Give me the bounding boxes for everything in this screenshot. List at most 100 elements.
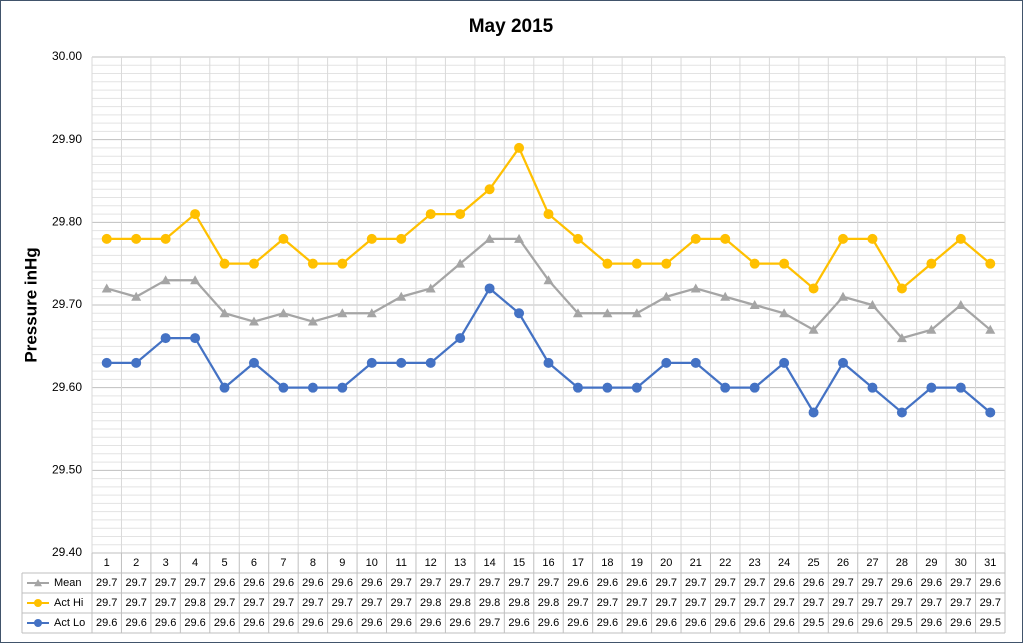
table-value: 29.7 bbox=[391, 577, 412, 589]
data-point bbox=[808, 407, 819, 418]
data-point bbox=[543, 275, 554, 285]
table-value: 29.6 bbox=[214, 617, 235, 629]
data-point bbox=[749, 258, 760, 269]
data-point bbox=[926, 324, 937, 334]
table-value: 29.7 bbox=[332, 597, 353, 609]
data-point bbox=[808, 283, 819, 294]
x-tick-label: 5 bbox=[221, 557, 227, 569]
data-point bbox=[779, 308, 790, 318]
data-point bbox=[631, 382, 642, 393]
data-point bbox=[543, 209, 554, 220]
table-value: 29.6 bbox=[214, 577, 235, 589]
table-value: 29.6 bbox=[567, 617, 588, 629]
table-value: 29.6 bbox=[184, 617, 205, 629]
table-value: 29.6 bbox=[773, 577, 794, 589]
legend-label: Act Lo bbox=[54, 617, 85, 629]
table-value: 29.7 bbox=[950, 577, 971, 589]
x-tick-label: 19 bbox=[631, 557, 643, 569]
table-value: 29.6 bbox=[685, 617, 706, 629]
table-value: 29.7 bbox=[597, 597, 618, 609]
data-point bbox=[720, 233, 731, 244]
table-value: 29.5 bbox=[803, 617, 824, 629]
table-value: 29.6 bbox=[832, 617, 853, 629]
data-point bbox=[307, 316, 318, 326]
table-value: 29.7 bbox=[685, 577, 706, 589]
data-point bbox=[955, 233, 966, 244]
data-point bbox=[720, 291, 731, 301]
table-value: 29.7 bbox=[125, 597, 146, 609]
data-point bbox=[896, 333, 907, 343]
legend-marker bbox=[34, 619, 42, 627]
data-point bbox=[602, 308, 613, 318]
y-tick-label: 29.80 bbox=[52, 215, 82, 229]
data-point bbox=[985, 324, 996, 334]
table-value: 29.7 bbox=[420, 577, 441, 589]
data-point bbox=[366, 233, 377, 244]
data-point bbox=[867, 233, 878, 244]
data-point bbox=[131, 357, 142, 368]
table-value: 29.7 bbox=[567, 597, 588, 609]
data-point bbox=[896, 407, 907, 418]
x-tick-label: 30 bbox=[955, 557, 967, 569]
data-point bbox=[160, 275, 171, 285]
table-value: 29.7 bbox=[302, 597, 323, 609]
y-tick-label: 29.70 bbox=[52, 297, 82, 311]
table-value: 29.7 bbox=[184, 577, 205, 589]
x-tick-label: 13 bbox=[454, 557, 466, 569]
legend-marker bbox=[34, 599, 42, 607]
table-value: 29.8 bbox=[420, 597, 441, 609]
table-value: 29.6 bbox=[420, 617, 441, 629]
table-value: 29.6 bbox=[243, 577, 264, 589]
data-point bbox=[572, 308, 583, 318]
table-value: 29.7 bbox=[361, 597, 382, 609]
table-value: 29.6 bbox=[449, 617, 470, 629]
x-tick-label: 7 bbox=[280, 557, 286, 569]
x-tick-label: 25 bbox=[807, 557, 819, 569]
table-value: 29.7 bbox=[744, 597, 765, 609]
data-point bbox=[543, 357, 554, 368]
table-value: 29.6 bbox=[567, 577, 588, 589]
data-point bbox=[720, 382, 731, 393]
data-point bbox=[455, 333, 466, 344]
data-point bbox=[337, 308, 348, 318]
table-value: 29.6 bbox=[950, 617, 971, 629]
table-value: 29.5 bbox=[891, 617, 912, 629]
data-point bbox=[219, 382, 230, 393]
table-value: 29.6 bbox=[921, 577, 942, 589]
table-value: 29.7 bbox=[921, 597, 942, 609]
data-point bbox=[131, 233, 142, 244]
legend-label: Mean bbox=[54, 577, 82, 589]
x-tick-label: 22 bbox=[719, 557, 731, 569]
data-point bbox=[484, 283, 495, 294]
data-point bbox=[985, 258, 996, 269]
x-tick-label: 8 bbox=[310, 557, 316, 569]
data-point bbox=[661, 258, 672, 269]
x-tick-label: 23 bbox=[749, 557, 761, 569]
table-value: 29.6 bbox=[391, 617, 412, 629]
table-value: 29.6 bbox=[626, 617, 647, 629]
data-point bbox=[838, 357, 849, 368]
data-point bbox=[661, 357, 672, 368]
data-point bbox=[955, 300, 966, 309]
data-point bbox=[160, 233, 171, 244]
table-value: 29.6 bbox=[332, 617, 353, 629]
table-value: 29.6 bbox=[626, 577, 647, 589]
table-value: 29.7 bbox=[449, 577, 470, 589]
table-value: 29.7 bbox=[862, 597, 883, 609]
table-value: 29.7 bbox=[391, 597, 412, 609]
table-value: 29.6 bbox=[302, 577, 323, 589]
table-value: 29.7 bbox=[155, 597, 176, 609]
table-value: 29.5 bbox=[980, 617, 1001, 629]
data-point bbox=[514, 233, 525, 243]
table-value: 29.6 bbox=[803, 577, 824, 589]
table-value: 29.7 bbox=[626, 597, 647, 609]
data-point bbox=[690, 233, 701, 244]
data-point bbox=[484, 184, 495, 195]
table-value: 29.6 bbox=[332, 577, 353, 589]
x-tick-label: 28 bbox=[896, 557, 908, 569]
table-value: 29.6 bbox=[508, 617, 529, 629]
table-value: 29.7 bbox=[96, 597, 117, 609]
table-value: 29.6 bbox=[96, 617, 117, 629]
x-tick-label: 27 bbox=[866, 557, 878, 569]
table-value: 29.7 bbox=[479, 577, 500, 589]
